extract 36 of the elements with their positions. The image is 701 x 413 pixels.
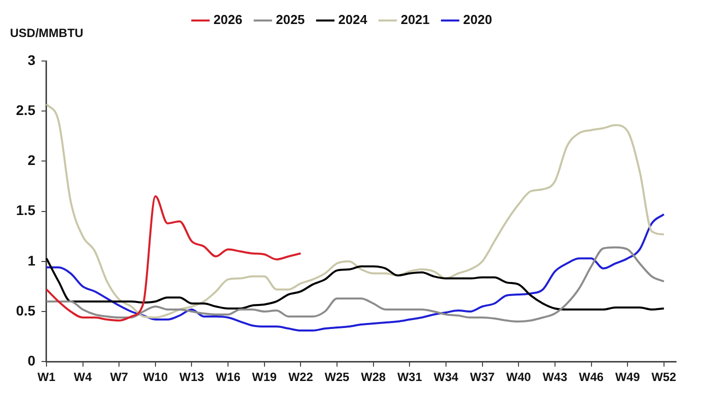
- legend-label: 2021: [400, 12, 430, 28]
- legend-label: 2025: [276, 12, 305, 28]
- x-tick-label: W34: [434, 370, 459, 384]
- legend-label: 2026: [213, 12, 242, 28]
- x-tick-label: W19: [252, 370, 278, 384]
- y-tick-label: 2.5: [16, 102, 36, 118]
- legend-label: 2020: [463, 12, 492, 28]
- y-tick-label: 3: [28, 52, 36, 68]
- line-series: [45, 257, 665, 310]
- legend-label: 2024: [338, 12, 368, 28]
- x-tick-label: W31: [397, 370, 422, 384]
- y-axis-title: USD/MMBTU: [10, 26, 84, 40]
- x-tick-label: W25: [324, 370, 350, 384]
- x-tick-label: W52: [652, 370, 677, 384]
- y-tick-label: 1: [28, 252, 36, 268]
- y-tick-label: 0.5: [16, 302, 36, 318]
- x-tick-label: W4: [74, 370, 92, 384]
- y-tick-label: 0: [28, 352, 36, 368]
- x-tick-label: W7: [110, 370, 128, 384]
- x-tick-label: W22: [288, 370, 314, 384]
- x-tick-label: W37: [470, 370, 495, 384]
- line-series: [45, 246, 665, 323]
- line-series: [45, 103, 665, 319]
- x-tick-label: W28: [360, 370, 386, 384]
- y-tick-label: 1.5: [16, 202, 36, 218]
- x-tick-label: W16: [216, 370, 241, 384]
- line-series: [45, 213, 665, 332]
- x-tick-label: W1: [37, 370, 56, 384]
- x-tick-label: W49: [615, 370, 640, 384]
- x-tick-label: W43: [542, 370, 568, 384]
- x-tick-label: W46: [578, 370, 604, 384]
- x-tick-label: W40: [506, 370, 532, 384]
- x-tick-label: W10: [143, 370, 168, 384]
- y-tick-label: 2: [28, 152, 36, 168]
- line-series: [45, 195, 302, 322]
- x-tick-label: W13: [179, 370, 204, 384]
